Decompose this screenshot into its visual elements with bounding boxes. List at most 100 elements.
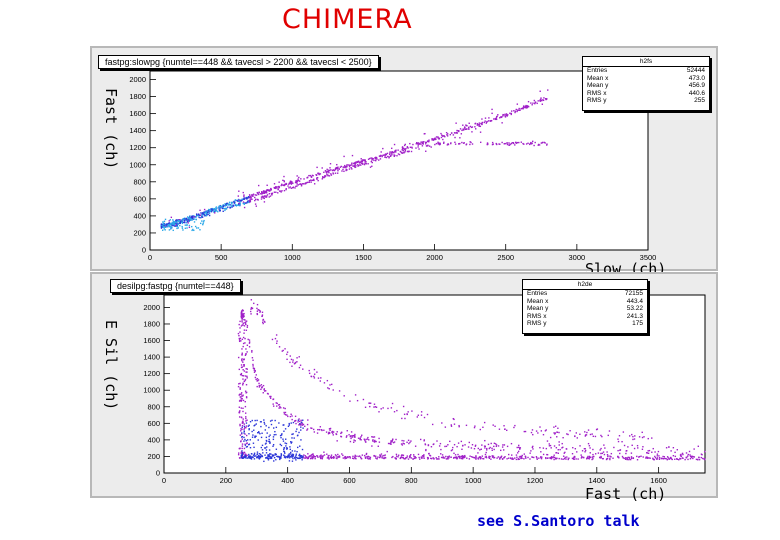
- data-point: [364, 439, 366, 442]
- data-point: [172, 224, 174, 227]
- data-point: [261, 195, 264, 198]
- data-point: [519, 455, 521, 458]
- data-point: [243, 423, 246, 425]
- data-point: [361, 160, 363, 163]
- data-point: [657, 450, 660, 453]
- data-point: [201, 216, 204, 218]
- data-point: [274, 454, 276, 456]
- data-point: [279, 406, 281, 408]
- data-point: [263, 389, 265, 391]
- data-point: [336, 431, 338, 433]
- data-point: [423, 133, 426, 135]
- data-point: [260, 198, 263, 200]
- data-point: [212, 210, 215, 212]
- data-point: [364, 456, 367, 458]
- stats-value: 52444: [686, 67, 705, 74]
- data-point: [245, 446, 248, 448]
- data-point: [244, 455, 247, 457]
- data-point: [197, 215, 200, 217]
- data-point: [500, 116, 503, 119]
- data-point: [295, 430, 297, 433]
- data-point: [242, 198, 245, 200]
- data-point: [280, 455, 282, 457]
- data-point: [545, 429, 547, 431]
- data-point: [330, 456, 332, 458]
- data-point: [564, 456, 566, 459]
- data-point: [409, 441, 411, 444]
- stats-value: 175: [632, 320, 643, 327]
- data-point: [222, 207, 225, 209]
- data-point: [170, 227, 172, 229]
- data-point: [277, 188, 279, 191]
- data-point: [448, 457, 450, 459]
- data-point: [645, 456, 647, 458]
- data-point: [417, 146, 419, 148]
- data-point: [363, 454, 366, 457]
- data-point: [503, 425, 505, 427]
- data-point: [235, 204, 238, 206]
- data-point: [486, 449, 488, 451]
- data-point: [248, 346, 251, 348]
- data-point: [202, 222, 204, 225]
- data-point: [252, 363, 254, 366]
- data-point: [240, 452, 242, 454]
- data-point: [283, 184, 286, 186]
- data-point: [576, 451, 578, 453]
- data-point: [678, 458, 680, 461]
- data-point: [308, 179, 311, 182]
- data-point: [371, 157, 373, 160]
- data-point: [276, 186, 278, 188]
- data-point: [241, 366, 243, 368]
- data-point: [460, 133, 463, 135]
- data-point: [648, 449, 651, 452]
- data-point: [588, 445, 591, 447]
- data-point: [269, 455, 271, 458]
- data-point: [242, 202, 244, 205]
- data-point: [622, 431, 625, 433]
- data-point: [297, 179, 300, 182]
- data-point: [495, 444, 498, 446]
- data-point: [241, 435, 244, 438]
- data-point: [355, 161, 357, 163]
- data-point: [446, 135, 449, 137]
- data-point: [238, 204, 240, 207]
- data-point: [289, 361, 291, 364]
- data-point: [597, 452, 600, 454]
- data-point: [243, 440, 245, 442]
- data-point: [239, 331, 241, 333]
- data-point: [471, 126, 474, 128]
- data-point: [241, 433, 243, 435]
- data-point: [258, 309, 261, 311]
- data-point: [254, 419, 256, 422]
- data-point: [246, 201, 249, 203]
- data-point: [248, 428, 250, 431]
- data-point: [471, 443, 474, 446]
- data-point: [352, 434, 355, 437]
- data-point: [352, 165, 354, 167]
- data-point: [313, 373, 316, 375]
- data-point: [450, 424, 452, 426]
- data-point: [277, 404, 280, 406]
- data-point: [348, 165, 351, 168]
- x-tick-label: 1400: [588, 476, 605, 485]
- data-point: [241, 354, 243, 356]
- data-point: [353, 162, 355, 165]
- data-point: [273, 460, 275, 462]
- data-point: [687, 453, 689, 456]
- data-point: [266, 457, 269, 460]
- data-point: [580, 454, 582, 456]
- data-point: [274, 430, 276, 433]
- data-point: [439, 142, 441, 145]
- data-point: [255, 435, 257, 437]
- data-point: [284, 348, 286, 350]
- data-point: [208, 212, 211, 215]
- data-point: [388, 156, 390, 158]
- data-point: [273, 434, 275, 436]
- data-point: [441, 422, 443, 424]
- data-point: [556, 457, 558, 460]
- data-point: [317, 456, 319, 458]
- data-point: [169, 219, 172, 221]
- data-point: [491, 447, 493, 450]
- data-point: [240, 400, 242, 402]
- data-point: [488, 456, 490, 459]
